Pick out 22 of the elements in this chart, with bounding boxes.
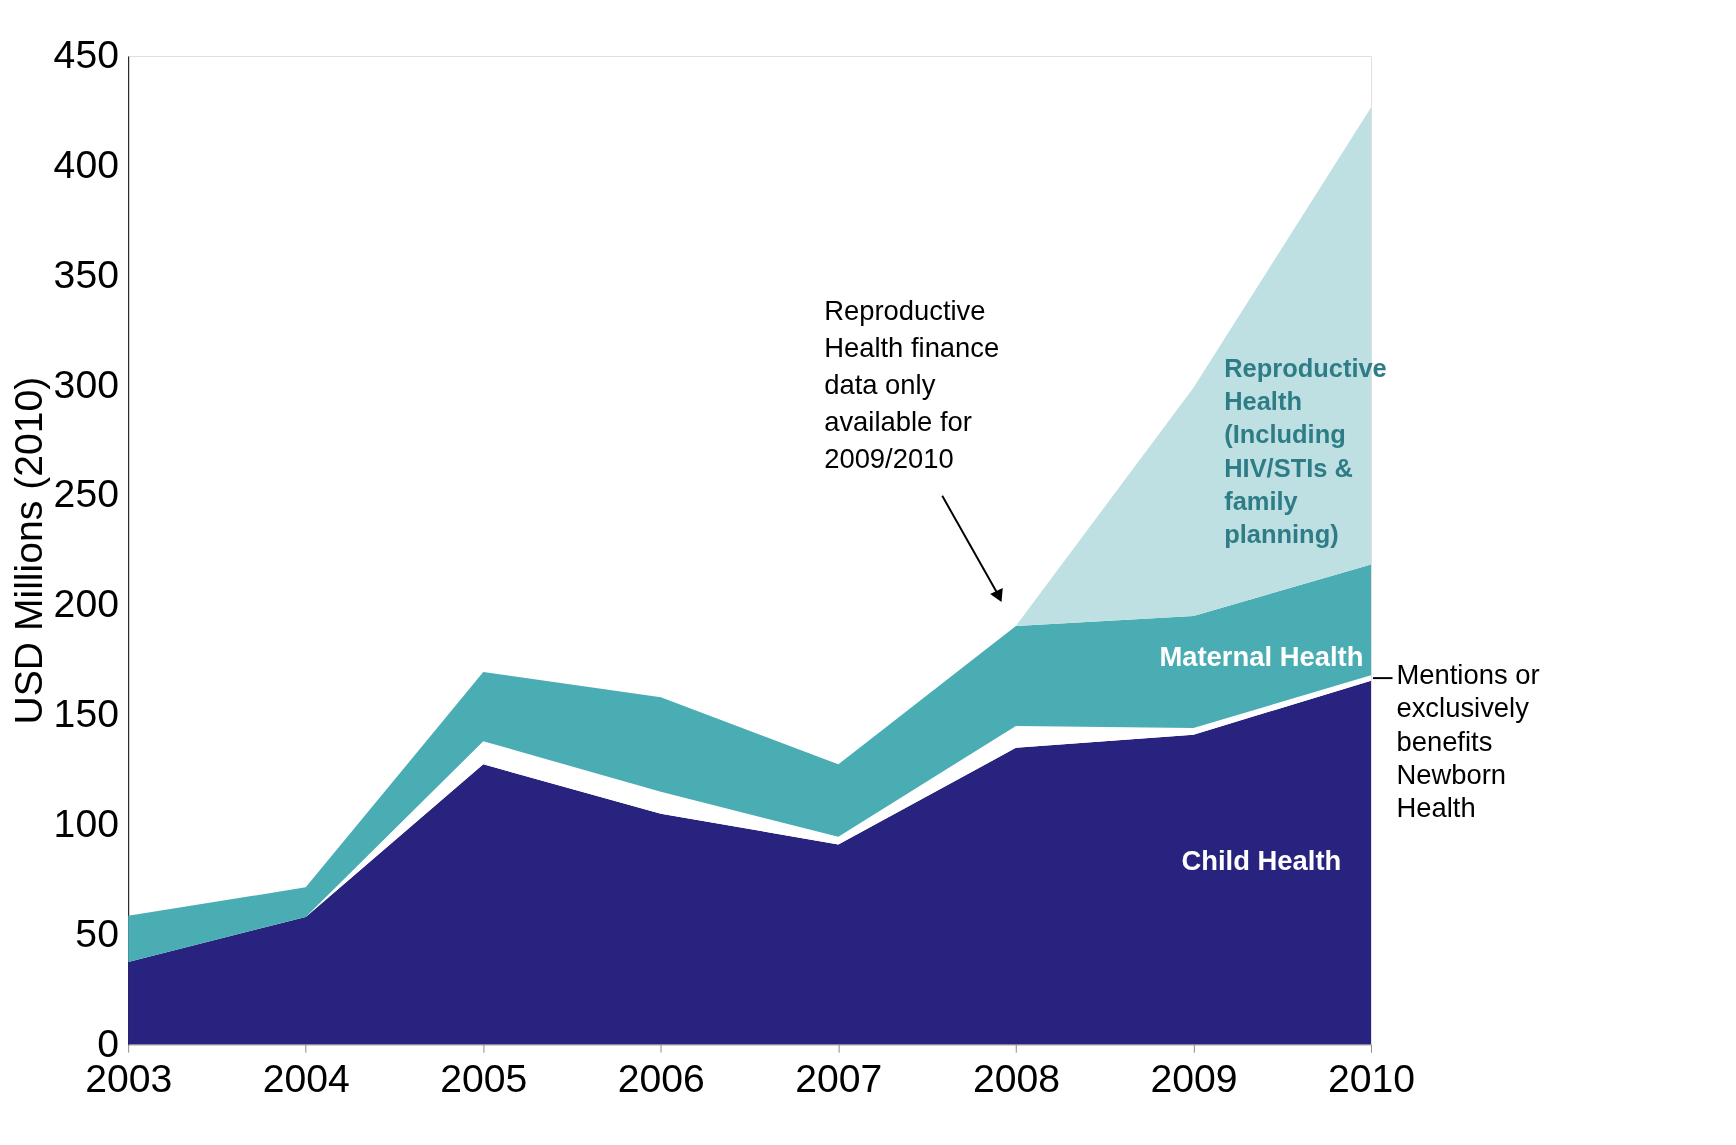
y-tick-label: 150 [53, 692, 119, 736]
series-label: Child Health [1181, 845, 1342, 877]
y-tick-label: 200 [53, 582, 119, 626]
series-label: Mentions or exclusively benefits Newborn Health [1396, 658, 1540, 824]
x-tick-label: 2005 [440, 1056, 528, 1100]
y-tick-label: 450 [53, 33, 119, 77]
x-tick-label: 2010 [1327, 1056, 1415, 1100]
y-tick-label: 400 [53, 143, 119, 187]
y-tick-label: 100 [53, 801, 119, 845]
x-tick-label: 2009 [1150, 1056, 1238, 1100]
series-label: Reproductive Health (Including HIV/STIs & family planning) [1224, 353, 1387, 549]
annotation: Reproductive Health finance data only available for 2009/2010 [824, 294, 1000, 475]
y-tick-label: 300 [53, 362, 119, 406]
series-label: Maternal Health [1159, 640, 1364, 672]
x-tick-label: 2007 [795, 1056, 883, 1100]
y-tick-label: 350 [53, 252, 119, 296]
y-tick-label: 50 [75, 911, 119, 955]
x-tick-label: 2008 [972, 1056, 1060, 1100]
y-tick-label: 250 [53, 472, 119, 516]
x-tick-label: 2006 [617, 1056, 705, 1100]
x-tick-label: 2004 [262, 1056, 350, 1100]
y-axis-title: USD Millions (2010) [6, 376, 50, 725]
